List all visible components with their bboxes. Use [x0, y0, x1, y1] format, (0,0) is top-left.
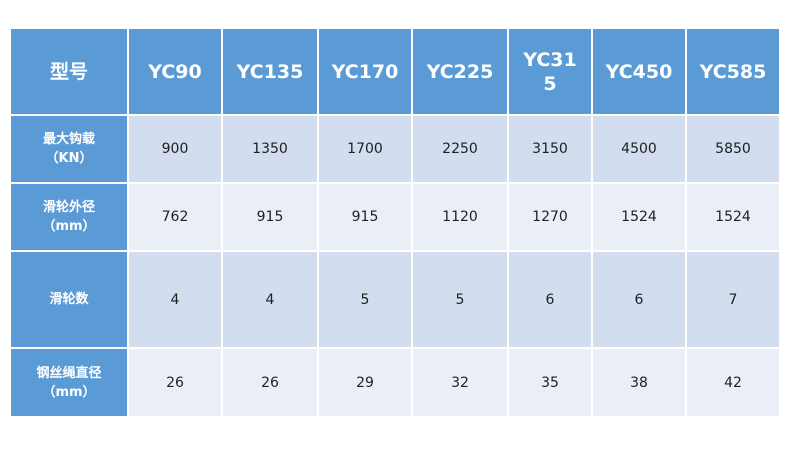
cell-value: 26 — [223, 349, 317, 416]
cell-value: 26 — [129, 349, 221, 416]
model-yc450: YC450 — [593, 29, 685, 114]
cell-value: 900 — [129, 116, 221, 182]
cell-value: 4 — [129, 252, 221, 347]
row-label-text: 滑轮数 — [49, 292, 89, 307]
cell-value: 1350 — [223, 116, 317, 182]
row-sheave-outer-diameter: 滑轮外径 （mm） 762 915 915 1120 1270 1524 152… — [11, 184, 779, 250]
cell-value: 4500 — [593, 116, 685, 182]
cell-value: 5 — [413, 252, 507, 347]
cell-value: 1524 — [687, 184, 779, 250]
cell-value: 38 — [593, 349, 685, 416]
row-label-text: 最大钩载 — [42, 132, 95, 147]
cell-value: 1524 — [593, 184, 685, 250]
cell-value: 762 — [129, 184, 221, 250]
row-label-text: 钢丝绳直径 — [36, 365, 102, 381]
cell-value: 5 — [319, 252, 411, 347]
cell-value: 1270 — [509, 184, 591, 250]
cell-value: 42 — [687, 349, 779, 416]
cell-value: 915 — [319, 184, 411, 250]
cell-value: 6 — [593, 252, 685, 347]
row-max-hook-load: 最大钩载 （KN） 900 1350 1700 2250 3150 4500 5… — [11, 116, 779, 182]
cell-value: 35 — [509, 349, 591, 416]
cell-value: 32 — [413, 349, 507, 416]
row-label-wire-rope-diameter: 钢丝绳直径 （mm） — [11, 349, 127, 416]
spec-table: 型号 YC90 YC135 YC170 YC225 YC315 YC450 YC… — [9, 27, 781, 418]
model-yc315-text: YC315 — [523, 48, 577, 95]
cell-value: 1700 — [319, 116, 411, 182]
model-yc585: YC585 — [687, 29, 779, 114]
cell-value: 6 — [509, 252, 591, 347]
row-label-text: 滑轮外径 — [42, 200, 95, 215]
row-label-unit: （mm） — [42, 219, 96, 234]
cell-value: 29 — [319, 349, 411, 416]
row-sheave-count: 滑轮数 4 4 5 5 6 6 7 — [11, 252, 779, 347]
cell-value: 4 — [223, 252, 317, 347]
cell-value: 7 — [687, 252, 779, 347]
row-label-max-hook-load: 最大钩载 （KN） — [11, 116, 127, 182]
cell-value: 915 — [223, 184, 317, 250]
cell-value: 3150 — [509, 116, 591, 182]
model-yc135: YC135 — [223, 29, 317, 114]
cell-value: 5850 — [687, 116, 779, 182]
model-yc315: YC315 — [509, 29, 591, 114]
model-yc90: YC90 — [129, 29, 221, 114]
row-label-sheave-count: 滑轮数 — [11, 252, 127, 347]
cell-value: 2250 — [413, 116, 507, 182]
header-row: 型号 YC90 YC135 YC170 YC225 YC315 YC450 YC… — [11, 29, 779, 114]
model-header-label: 型号 — [11, 29, 127, 114]
model-yc170: YC170 — [319, 29, 411, 114]
cell-value: 1120 — [413, 184, 507, 250]
row-wire-rope-diameter: 钢丝绳直径 （mm） 26 26 29 32 35 38 42 — [11, 349, 779, 416]
model-yc225: YC225 — [413, 29, 507, 114]
row-label-unit: （KN） — [45, 151, 93, 166]
row-label-unit: （mm） — [42, 384, 96, 400]
row-label-sheave-outer-diameter: 滑轮外径 （mm） — [11, 184, 127, 250]
